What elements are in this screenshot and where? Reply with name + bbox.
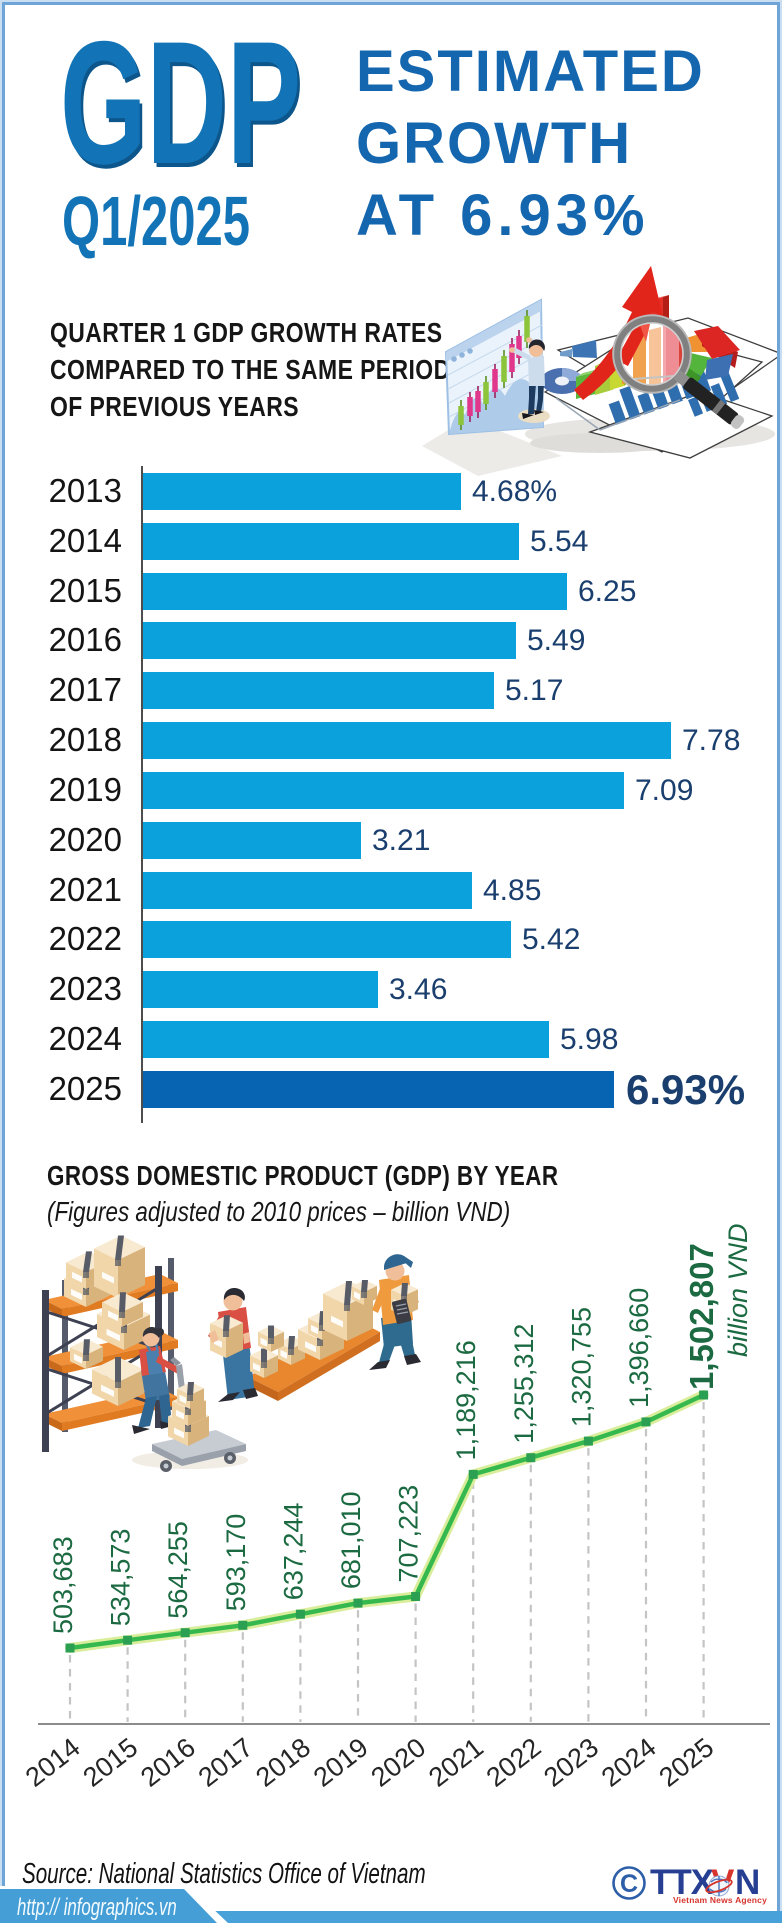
svg-text:2021: 2021 (423, 1732, 489, 1793)
svg-text:2025: 2025 (653, 1732, 719, 1793)
svg-text:593,170: 593,170 (221, 1514, 251, 1612)
svg-text:564,255: 564,255 (163, 1521, 193, 1619)
svg-text:2024: 2024 (596, 1732, 662, 1793)
svg-text:1,320,755: 1,320,755 (566, 1307, 596, 1427)
svg-text:2018: 2018 (250, 1732, 316, 1793)
svg-text:1,502,807: 1,502,807 (683, 1243, 720, 1390)
svg-text:2016: 2016 (135, 1732, 201, 1793)
svg-text:V: V (711, 1863, 735, 1902)
svg-text:2023: 2023 (538, 1732, 604, 1793)
svg-text:1,255,312: 1,255,312 (509, 1324, 539, 1444)
svg-text:1,396,660: 1,396,660 (624, 1288, 654, 1408)
svg-text:2015: 2015 (77, 1732, 143, 1793)
svg-text:681,010: 681,010 (336, 1491, 366, 1589)
svg-text:C: C (620, 1870, 638, 1898)
svg-text:2020: 2020 (365, 1732, 431, 1793)
svg-text:707,223: 707,223 (394, 1485, 424, 1583)
svg-text:Vietnam News Agency: Vietnam News Agency (673, 1895, 767, 1905)
svg-text:2017: 2017 (193, 1732, 259, 1793)
svg-text:1,189,216: 1,189,216 (451, 1340, 481, 1460)
svg-text:637,244: 637,244 (278, 1503, 308, 1601)
svg-text:503,683: 503,683 (48, 1536, 78, 1634)
svg-text:N: N (735, 1863, 759, 1902)
svg-text:2022: 2022 (481, 1732, 547, 1793)
svg-text:TTX: TTX (650, 1863, 715, 1902)
svg-text:2019: 2019 (308, 1732, 374, 1793)
svg-text:534,573: 534,573 (106, 1529, 136, 1627)
svg-text:2014: 2014 (20, 1732, 86, 1793)
svg-text:billion VND: billion VND (723, 1223, 753, 1357)
